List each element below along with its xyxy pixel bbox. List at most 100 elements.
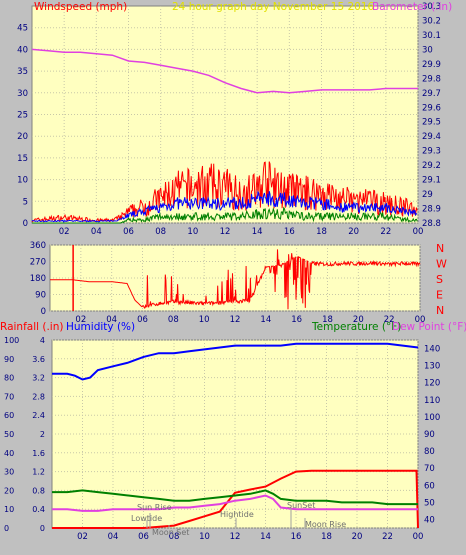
rain-tick-label: 0.8 [32,486,45,495]
x-tick-label: 16 [284,227,295,237]
temp-tick-label: 70 [424,464,435,474]
x-tick-label: 00 [415,315,426,325]
rain-tick-label: 1.2 [32,468,45,477]
humidity-tick-label: 70 [4,392,14,401]
x-tick-label: 04 [91,227,102,237]
x-tick-label: 10 [199,315,210,325]
baro-tick-label: 29.2 [422,161,441,171]
humidity-axis-label: Humidity (%) [66,321,135,333]
humidity-tick-label: 60 [4,411,14,420]
baro-tick-label: 30.3 [422,2,441,12]
x-tick-label: 14 [260,315,271,325]
x-tick-label: 06 [123,227,134,237]
temp-tick-label: 140 [424,345,440,355]
x-tick-label: 20 [348,227,359,237]
humidity-tick-label: 80 [4,374,14,383]
baro-tick-label: 29 [422,190,433,200]
rain-tick-label: 3.6 [32,355,45,364]
temp-tick-label: 60 [424,481,435,491]
baro-tick-label: 28.9 [422,205,441,215]
baro-tick-label: 30 [422,45,433,55]
baro-tick-label: 29.4 [422,132,441,142]
humidity-tick-label: 30 [4,468,14,477]
wind-tick-label: 0 [23,219,28,229]
dewpoint-series [52,494,418,512]
x-tick-label: 06 [138,532,149,542]
barometer-axis-label: Barometer (.in) [372,1,452,13]
humidity-tick-label: 10 [4,505,14,514]
x-tick-label: 06 [137,315,148,325]
humidity-tick-label: 90 [4,355,14,364]
wind-tick-label: 35 [17,67,28,77]
x-tick-label: 18 [316,227,327,237]
direction-tick-label: 90 [35,291,46,301]
baro-tick-label: 30.1 [422,31,441,41]
x-tick-label: 22 [380,227,391,237]
data-series [31,48,421,529]
x-tick-label: 20 [353,315,364,325]
x-tick-label: 22 [384,315,395,325]
moonrise-annotation: Moon Rise [305,520,346,529]
lowtide-annotation: Lowtide [131,514,162,523]
chart-title: 24 hour graph day November 15 2016 [172,1,375,13]
x-tick-label: 16 [291,532,302,542]
rainfall-series [52,469,419,529]
x-tick-label: 02 [59,227,70,237]
x-tick-label: 00 [413,227,424,237]
x-tick-label: 04 [106,315,117,325]
wind-tick-label: 10 [17,176,28,186]
baro-tick-label: 28.8 [422,219,441,229]
temp-tick-label: 50 [424,498,435,508]
sunrise-annotation: Sun Rise [137,503,172,512]
x-tick-label: 08 [168,315,179,325]
rain-tick-label: 1.6 [32,449,45,458]
wind-tick-label: 15 [17,154,28,164]
temp-tick-label: 130 [424,362,440,372]
wind-direction-series [50,249,421,310]
x-tick-label: 08 [155,227,166,237]
baro-tick-label: 29.7 [422,89,441,99]
temperature-axis-label: Temperature (°F) [311,321,401,333]
rain-tick-label: 0 [40,524,45,533]
rain-tick-label: 2.8 [32,392,45,401]
baro-tick-label: 29.9 [422,60,441,70]
x-tick-label: 18 [322,315,333,325]
hightide-annotation: Hightide [220,510,254,519]
rain-tick-label: 3.2 [32,374,45,383]
compass-letter: E [436,289,443,302]
rainfall-axis-label: Rainfall (.in) [0,321,63,333]
baro-tick-label: 29.8 [422,74,441,84]
wind-min-series [32,206,418,224]
direction-tick-label: 270 [30,258,46,268]
humidity-tick-label: 50 [4,430,14,439]
x-tick-label: 16 [291,315,302,325]
direction-tick-label: 0 [41,307,46,317]
x-tick-label: 20 [352,532,363,542]
x-tick-label: 04 [108,532,119,542]
baro-tick-label: 29.5 [422,118,441,128]
direction-tick-label: 360 [30,241,46,251]
rain-tick-label: 2.4 [32,411,45,420]
x-tick-label: 00 [413,532,424,542]
temperature-series [52,489,418,506]
x-tick-label: 02 [77,532,88,542]
x-tick-label: 14 [260,532,271,542]
humidity-series [52,342,419,381]
rain-tick-label: 2 [40,430,45,439]
wind-tick-label: 45 [17,24,28,34]
x-tick-label: 02 [75,315,86,325]
temp-tick-label: 80 [424,447,435,457]
wind-tick-label: 40 [17,45,28,55]
moonset-annotation: Moon Set [152,528,189,537]
wind-tick-label: 25 [17,111,28,121]
rain-tick-label: 4 [40,336,45,345]
humidity-tick-label: 0 [4,524,9,533]
temp-tick-label: 120 [424,379,440,389]
baro-tick-label: 29.6 [422,103,441,113]
temp-tick-label: 40 [424,515,435,525]
windspeed-axis-label: Windspeed (mph) [34,1,127,13]
humidity-tick-label: 100 [4,336,19,345]
